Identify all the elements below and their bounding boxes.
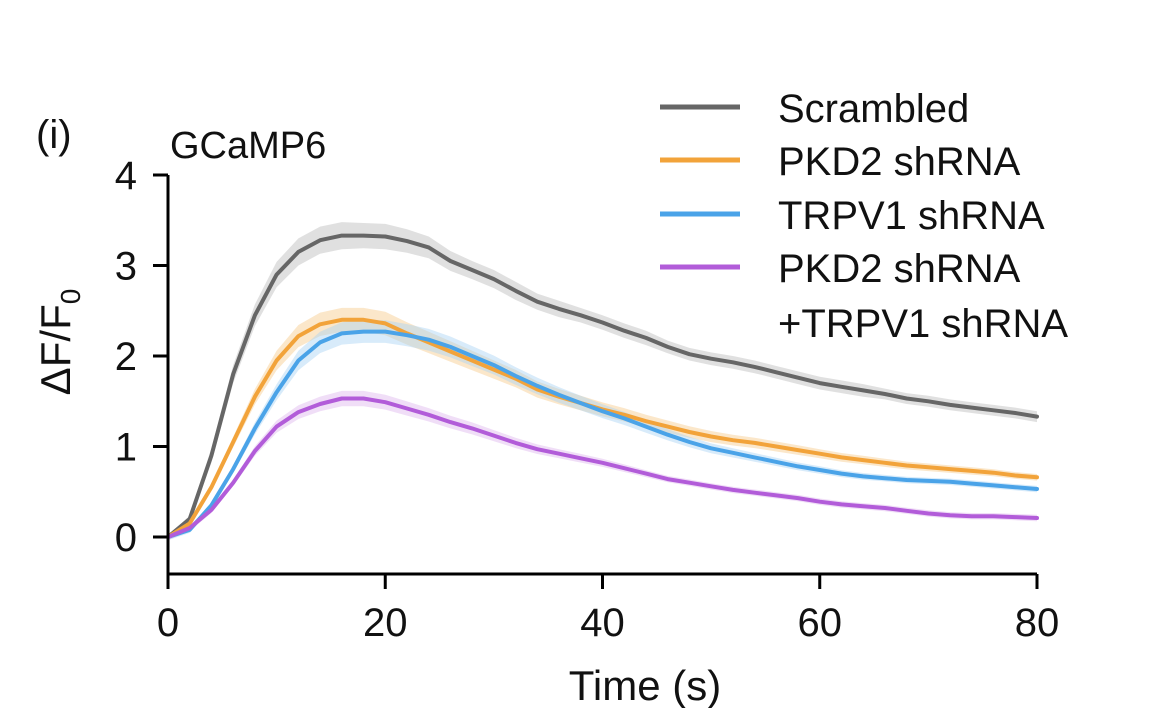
legend-label-3: TRPV1 shRNA [778, 194, 1045, 238]
series-line-1 [166, 233, 1039, 539]
series-lines [166, 233, 1039, 539]
svg-text:ΔF/F0: ΔF/F0 [32, 289, 86, 396]
x-tick-label: 0 [157, 601, 179, 645]
panel-label: (i) [36, 113, 72, 157]
legend-label-2: PKD2 shRNA [778, 140, 1021, 184]
y-tick-label: 1 [115, 426, 137, 470]
y-ticks: 0 1 2 3 4 [115, 154, 168, 560]
x-tick-label: 40 [580, 601, 625, 645]
legend-label-4-line2: +TRPV1 shRNA [778, 302, 1068, 346]
series-line-4 [166, 396, 1039, 539]
y-axis-title-sub: 0 [55, 289, 86, 305]
y-axis-title-main: ΔF/F [32, 304, 79, 395]
y-tick-label: 2 [115, 335, 137, 379]
x-axis-title: Time (s) [569, 662, 721, 708]
x-tick-label: 60 [798, 601, 843, 645]
x-ticks: 0 20 40 60 80 [157, 574, 1059, 645]
series-line-3 [166, 329, 1039, 539]
legend-label-1: Scrambled [778, 87, 969, 131]
x-tick-label: 80 [1015, 601, 1060, 645]
y-tick-label: 0 [115, 516, 137, 560]
legend-label-4: PKD2 shRNA [778, 247, 1021, 291]
x-tick-label: 20 [363, 601, 408, 645]
error-band-3 [168, 320, 1037, 541]
legend: Scrambled PKD2 shRNA TRPV1 shRNA PKD2 shRNA… [660, 87, 1068, 346]
y-axis-title: ΔF/F0 [32, 289, 86, 396]
y-tick-label: 3 [115, 245, 137, 289]
y-tick-label: 4 [115, 154, 137, 198]
chart-title: GCaMP6 [170, 125, 326, 167]
